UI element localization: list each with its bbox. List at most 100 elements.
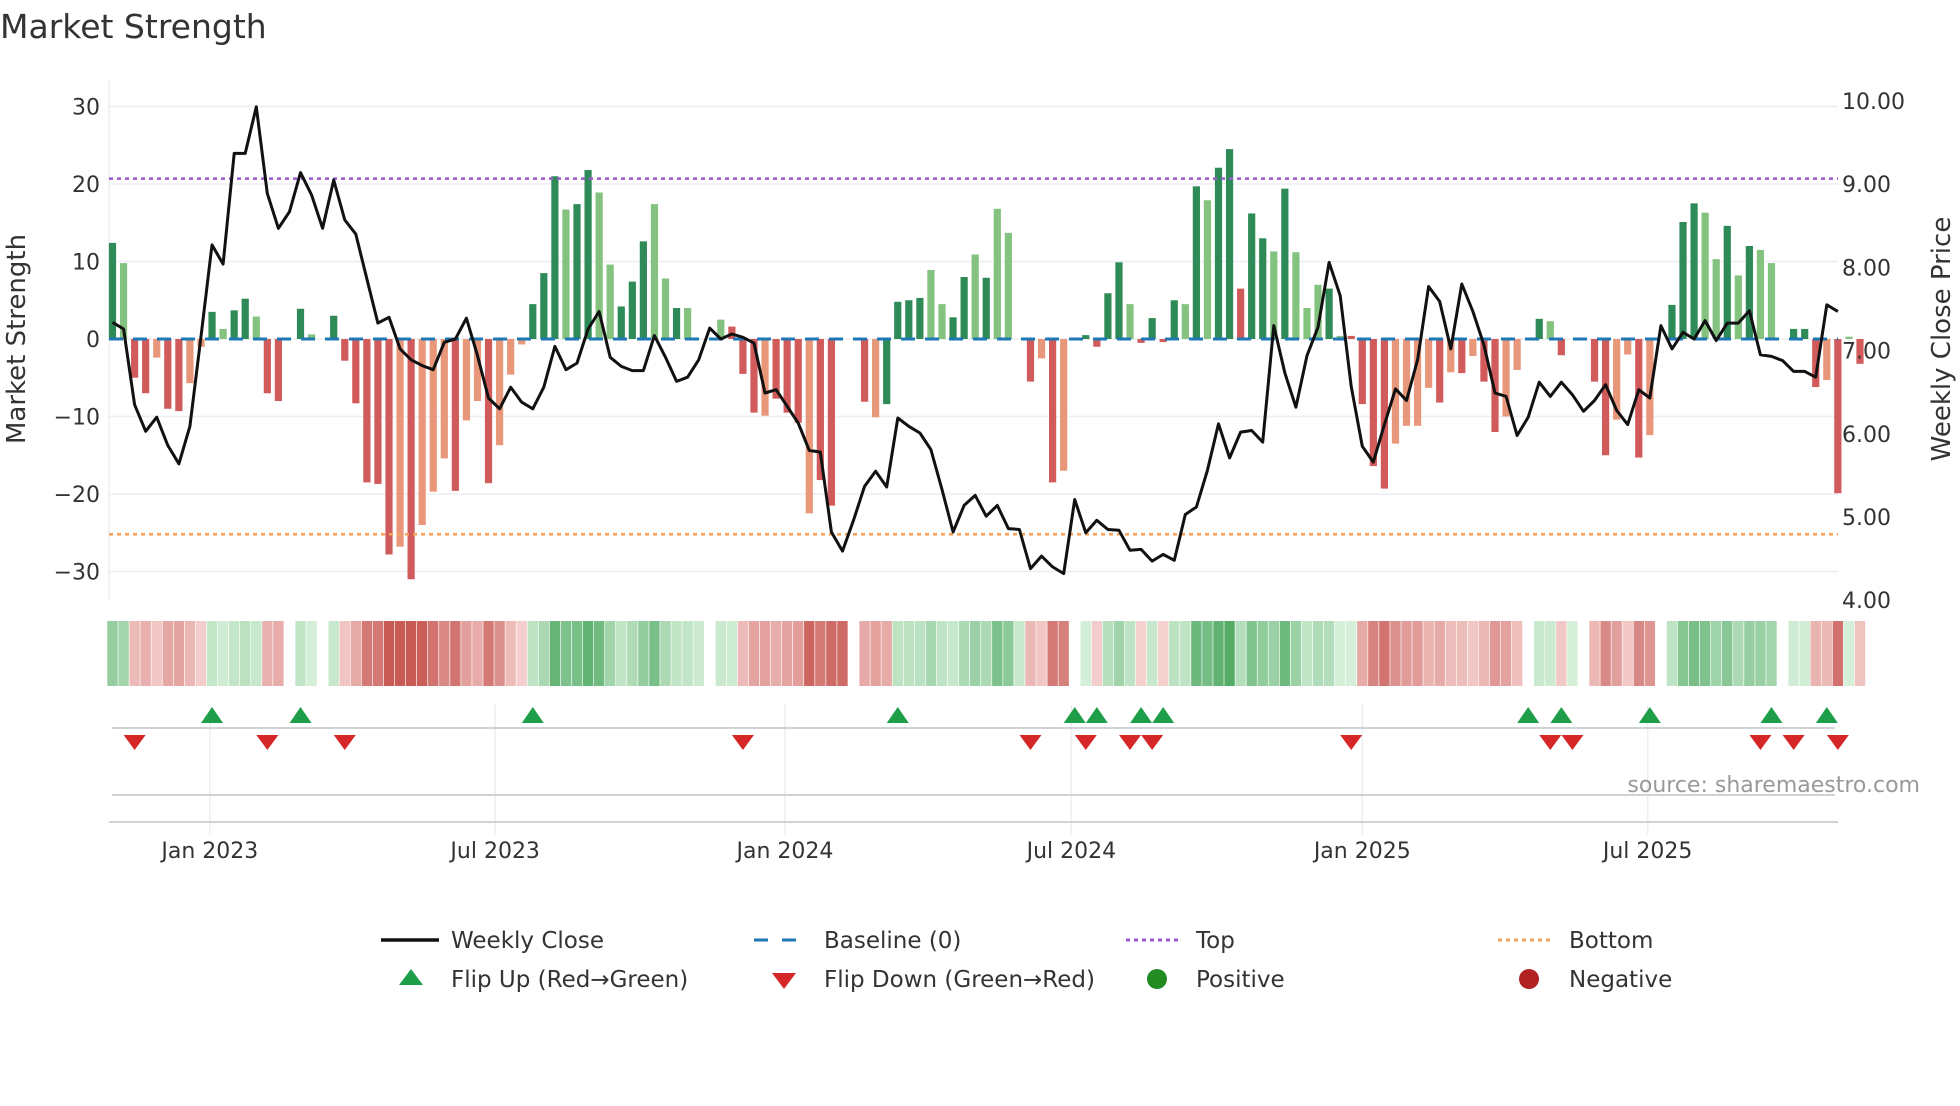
heat-cell [1854,621,1866,686]
heat-cell [1688,621,1700,686]
heat-cell [1279,621,1291,686]
heat-cell [339,621,350,686]
heat-cell [1666,621,1678,686]
legend-flip-up-icon [399,969,423,985]
flip-down-marker [1561,735,1584,750]
strength-bar [518,339,526,345]
heat-cell [162,621,173,686]
heat-cell [660,621,671,686]
strength-bar [307,334,316,339]
flip-up-marker [1130,707,1153,723]
strength-bar [142,339,150,394]
flip-down-marker [1019,735,1042,750]
heat-cell [1113,621,1125,686]
strength-bar [1801,328,1809,339]
legend-positive-icon [1147,969,1167,989]
heat-cell [1312,621,1324,686]
heat-cell [1500,621,1512,686]
heat-cell [1832,621,1844,686]
heat-cell [593,621,605,686]
heat-cell [859,621,870,686]
strength-bar [1281,188,1289,339]
heat-cell [1401,621,1412,686]
heat-cell [217,621,229,686]
heat-cell [770,621,782,686]
heat-cell [1456,621,1468,686]
strength-bar [1624,339,1632,355]
heat-cell [1843,621,1855,686]
strength-bar [1413,339,1422,426]
strength-bar [1502,339,1510,417]
legend-label: Positive [1196,967,1285,993]
strength-bar [960,277,968,339]
heat-cell [848,621,859,686]
heat-cell [1545,621,1556,686]
heat-cell [516,621,527,686]
heat-cell [881,621,892,686]
legend-negative-icon [1519,969,1539,989]
strength-bar [916,297,924,339]
heat-cell [682,621,693,686]
heat-cell [737,621,749,686]
heat-cell [494,621,505,686]
strength-bar [1380,339,1388,489]
strength-bar [1812,339,1820,388]
heat-cell [118,621,129,686]
heat-cell [505,621,516,686]
heat-cell [184,621,196,686]
weekly-close-line [111,105,1839,576]
strength-bar [296,308,305,339]
strength-bar [1049,339,1057,483]
y2-axis-title: Weekly Close Price [1927,217,1957,462]
price-line [111,105,1839,576]
strength-bar [1734,275,1742,339]
heat-cell [129,621,140,686]
strength-bar [1447,339,1455,373]
strength-bar [175,339,183,412]
heat-cell [1047,621,1058,686]
heat-cell [107,621,118,686]
strength-bar [1513,339,1521,370]
heat-cell [947,621,959,686]
flip-up-marker [886,707,909,723]
strength-bar [1602,339,1610,456]
strength-bar [672,308,681,339]
flip-markers [123,707,1849,750]
strength-bar [230,310,238,339]
heat-cell [195,621,207,686]
strength-bar [1646,339,1654,436]
strength-bar [927,270,935,339]
heat-cell [527,621,538,686]
strength-bar [1369,339,1377,467]
heat-cell [1434,621,1445,686]
legend-label: Bottom [1569,928,1653,954]
heat-cell [1733,621,1744,686]
strength-bar [1535,318,1543,339]
strength-bar [1314,284,1322,339]
strength-bar [462,339,471,421]
strength-bar [1590,339,1599,382]
heat-cell [1135,621,1147,686]
heat-cell [571,621,583,686]
strength-bar [894,301,902,339]
strength-bar [1137,339,1145,343]
x-tick-label: Jan 2025 [1312,839,1411,864]
heat-cell [1489,621,1501,686]
strength-bar [1148,318,1156,339]
heat-cell [1633,621,1644,686]
heat-cell [1766,621,1777,686]
strength-bar [1347,335,1355,339]
heat-cell [461,621,472,686]
strength-bar [363,339,371,483]
heat-cell [693,621,704,686]
heat-cell [627,621,638,686]
strength-bar [1546,321,1554,339]
x-tick-label: Jul 2025 [1601,839,1693,864]
strength-bar [628,281,636,339]
strength-bar [1303,308,1311,339]
flip-up-marker [289,707,312,723]
strength-bar [252,316,260,339]
heat-cell [273,621,284,686]
heat-cell [748,621,760,686]
strength-bar [330,315,338,339]
